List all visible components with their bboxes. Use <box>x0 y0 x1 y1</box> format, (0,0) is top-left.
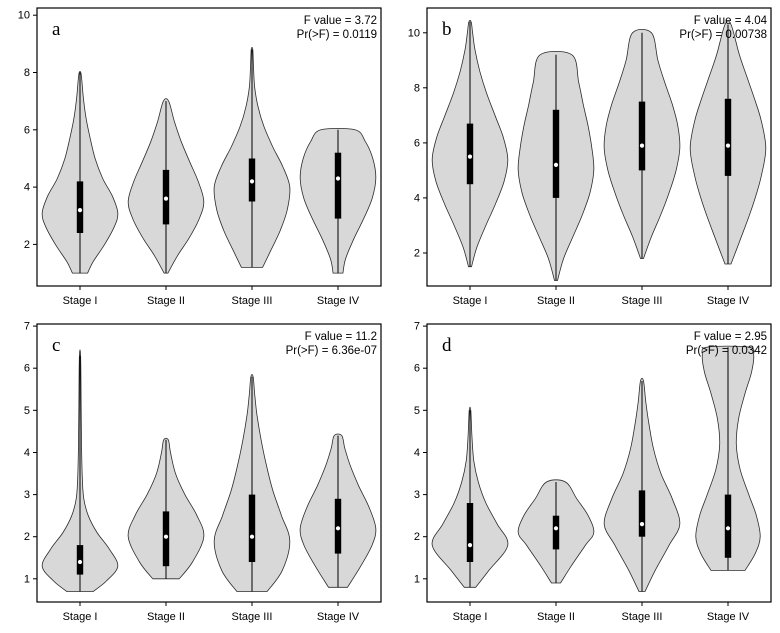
violin-panel-svg: 1 2 3 4 5 6 7 Stage I Stage II Stage III Stage IV d… <box>414 321 772 623</box>
panel-d: 1 2 3 4 5 6 7 Stage I Stage II Stage III Stage IV d… <box>390 316 780 632</box>
violin-box <box>724 494 732 558</box>
y-tick-label: 1 <box>414 573 420 585</box>
panel-letter: c <box>52 335 60 356</box>
panel-c: 1 2 3 4 5 6 7 Stage I Stage II Stage III Stage IV c… <box>0 316 390 632</box>
y-tick-label: 3 <box>24 489 30 501</box>
violin-box <box>466 503 474 562</box>
y-tick-label: 2 <box>24 531 30 543</box>
panel-border <box>36 323 382 603</box>
violin-median-dot <box>639 522 645 527</box>
violin-median-dot <box>467 543 473 548</box>
x-category-label: Stage III <box>622 295 663 307</box>
violin-panel-svg: 2 4 6 8 10 Stage I Stage II Stage III Stage IV b F… <box>408 7 772 307</box>
y-tick-label: 5 <box>24 405 30 417</box>
x-category-label: Stage IV <box>317 295 360 307</box>
y-tick-label: 6 <box>414 137 420 149</box>
violin-median-dot <box>77 559 83 565</box>
panel-a: 2 4 6 8 10 Stage I Stage II Stage III Stage IV a F… <box>0 0 390 316</box>
x-category-label: Stage I <box>63 611 98 623</box>
annotation-line: Pr(>F) = 0.0342 <box>686 345 767 357</box>
x-category-label: Stage III <box>232 611 273 623</box>
y-tick-label: 4 <box>414 192 420 204</box>
y-tick-label: 6 <box>24 124 30 136</box>
x-category-label: Stage II <box>537 295 575 307</box>
panel-border <box>426 323 772 603</box>
x-category-label: Stage II <box>147 295 185 307</box>
y-tick-label: 8 <box>414 82 420 94</box>
y-tick-label: 7 <box>24 321 30 333</box>
violin-box <box>76 181 84 233</box>
panel-letter: b <box>442 19 452 40</box>
violin-box <box>76 545 84 575</box>
violin-box <box>638 101 646 171</box>
y-tick-label: 3 <box>414 489 420 501</box>
violin-box <box>724 98 732 176</box>
annotation-line: F value = 11.2 <box>305 331 377 343</box>
y-tick-label: 6 <box>414 363 420 375</box>
y-tick-label: 10 <box>408 27 420 39</box>
x-category-label: Stage I <box>453 611 488 623</box>
violin-median-dot <box>163 196 169 201</box>
annotation-line: Pr(>F) = 0.0119 <box>297 29 377 41</box>
y-tick-label: 10 <box>18 10 30 22</box>
violin-median-dot <box>335 176 341 181</box>
annotation-line: F value = 3.72 <box>304 15 377 27</box>
violin-median-dot <box>553 162 559 167</box>
violin-median-dot <box>639 143 645 148</box>
y-tick-label: 8 <box>24 67 30 79</box>
violin-box <box>552 109 560 198</box>
panel-border <box>426 7 772 287</box>
y-tick-label: 2 <box>414 531 420 543</box>
y-tick-label: 2 <box>24 239 30 251</box>
violin-median-dot <box>725 143 731 148</box>
x-category-label: Stage IV <box>707 611 750 623</box>
annotation-line: F value = 2.95 <box>694 331 767 343</box>
y-tick-label: 4 <box>414 447 420 459</box>
violin-box <box>248 494 256 562</box>
y-tick-label: 7 <box>414 321 420 333</box>
y-tick-label: 4 <box>24 182 30 194</box>
x-category-label: Stage II <box>147 611 185 623</box>
y-tick-label: 5 <box>414 405 420 417</box>
panel-letter: a <box>52 19 61 40</box>
x-category-label: Stage I <box>453 295 488 307</box>
violin-box <box>466 123 474 185</box>
annotation-line: Pr(>F) = 6.36e-07 <box>286 345 377 357</box>
violin-box <box>552 515 560 550</box>
y-tick-label: 1 <box>24 573 30 585</box>
violin-median-dot <box>725 526 731 531</box>
violin-panel-svg: 2 4 6 8 10 Stage I Stage II Stage III Stage IV a F… <box>18 7 382 307</box>
violin-median-dot <box>553 526 559 531</box>
x-category-label: Stage I <box>63 295 98 307</box>
x-category-label: Stage IV <box>707 295 750 307</box>
annotation-line: Pr(>F) = 0.00738 <box>679 29 767 41</box>
x-category-label: Stage III <box>232 295 273 307</box>
violin-median-dot <box>249 534 255 539</box>
violin-median-dot <box>163 534 169 539</box>
violin-panel-svg: 1 2 3 4 5 6 7 Stage I Stage II Stage III Stage IV c… <box>24 321 382 623</box>
violin-box <box>334 152 342 219</box>
panel-border <box>36 7 382 287</box>
violin-median-dot <box>249 179 255 184</box>
x-category-label: Stage IV <box>317 611 360 623</box>
x-category-label: Stage II <box>537 611 575 623</box>
panel-b: 2 4 6 8 10 Stage I Stage II Stage III Stage IV b F… <box>390 0 780 316</box>
annotation-line: F value = 4.04 <box>694 15 768 27</box>
violin-median-dot <box>467 154 473 159</box>
violin-median-dot <box>77 208 83 213</box>
y-tick-label: 2 <box>414 248 420 260</box>
violin-box <box>638 490 646 537</box>
violin-median-dot <box>335 526 341 531</box>
y-tick-label: 6 <box>24 363 30 375</box>
y-tick-label: 4 <box>24 447 30 459</box>
violin-box <box>334 498 342 554</box>
panel-letter: d <box>442 335 452 356</box>
x-category-label: Stage III <box>622 611 663 623</box>
